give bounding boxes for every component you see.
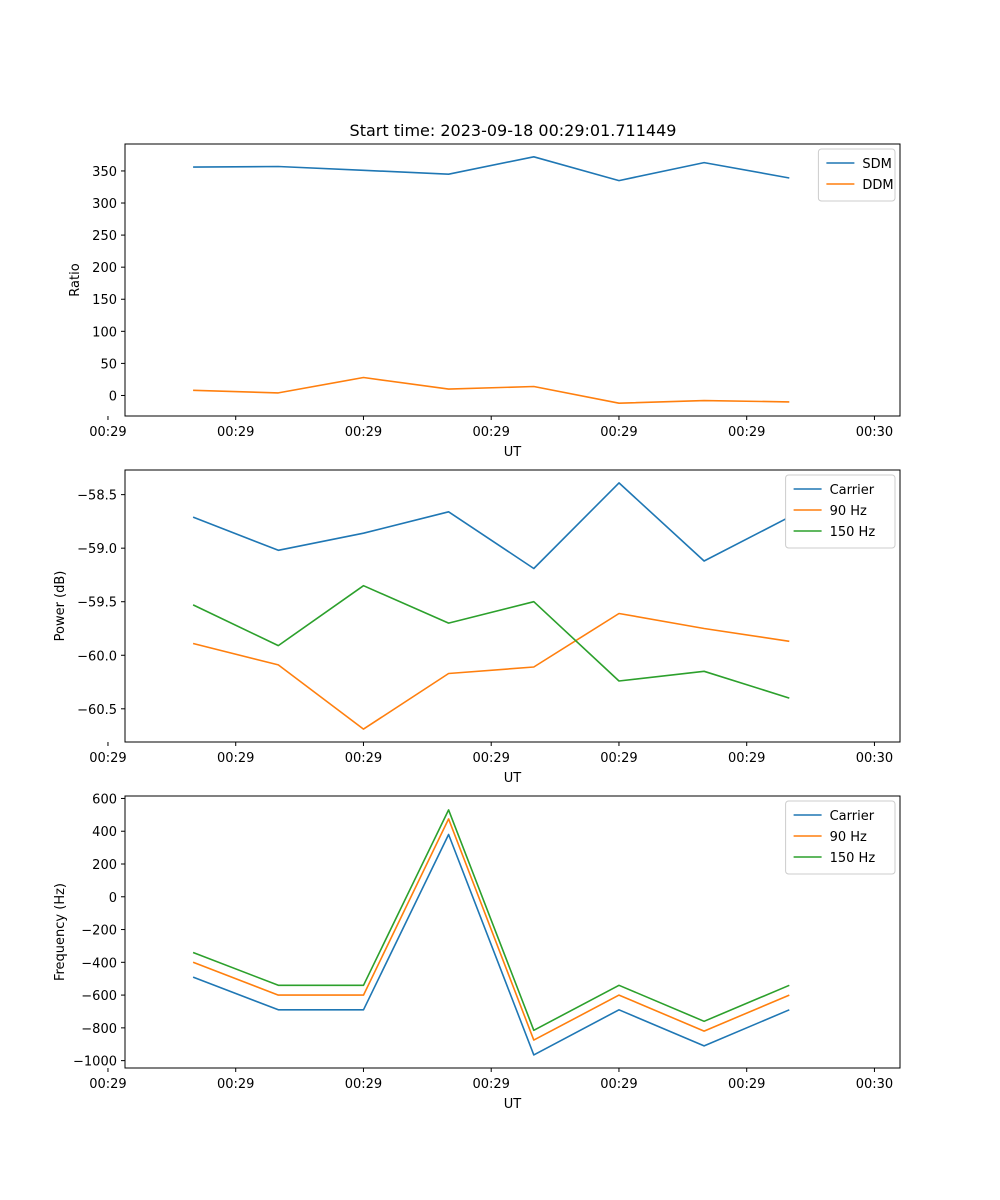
ratio-x-axis-title: UT [504,445,522,460]
y-tick-label: 350 [92,165,117,180]
x-tick-label: 00:30 [856,1077,893,1092]
y-tick-label: 0 [109,891,117,906]
y-tick-label: −800 [81,1022,117,1037]
frequency-series-90-hz-line [192,818,790,1041]
y-tick-label: 400 [92,825,117,840]
y-tick-label: 200 [92,261,117,276]
x-tick-label: 00:29 [600,751,637,766]
power-y-axis-title: Power (dB) [53,571,68,642]
x-tick-label: 00:29 [217,751,254,766]
y-tick-label: −1000 [73,1055,117,1070]
x-tick-label: 00:29 [600,1077,637,1092]
x-tick-label: 00:29 [217,1077,254,1092]
x-tick-label: 00:29 [472,751,509,766]
x-tick-label: 00:29 [89,751,126,766]
frequency-axes-frame [124,795,901,1069]
legend-box [785,474,896,549]
power-series-150-hz-line [192,584,790,699]
x-tick-label: 00:29 [472,425,509,440]
power-legend: Carrier 90 Hz 150 Hz [785,474,896,549]
legend-label: DDM [862,178,893,193]
legend-box [785,800,896,875]
legend-label: 90 Hz [830,830,867,845]
ratio-panel: 00:29 00:29 00:29 00:29 00:29 00:29 00:30 0 50 10… [68,143,901,460]
power-panel: 00:29 00:29 00:29 00:29 00:29 00:29 00:30 −60.5… [53,469,901,786]
power-x-axis-title: UT [504,771,522,786]
frequency-series-carrier-line [192,833,790,1056]
y-tick-label: −60.5 [77,703,117,718]
legend-label: Carrier [830,483,875,498]
frequency-panel: 00:29 00:29 00:29 00:29 00:29 00:29 00:30 −1000… [53,792,901,1112]
x-tick-label: 00:29 [728,1077,765,1092]
y-tick-label: 200 [92,858,117,873]
legend-label: 90 Hz [830,504,867,519]
legend-box [817,148,896,202]
ratio-y-axis-title: Ratio [68,263,83,296]
y-tick-label: −600 [81,989,117,1004]
y-tick-label: 600 [92,792,117,807]
x-tick-label: 00:29 [345,751,382,766]
y-tick-label: −400 [81,956,117,971]
legend-label: 150 Hz [830,525,876,540]
x-tick-label: 00:29 [728,751,765,766]
frequency-series-150-hz-line [192,809,790,1032]
y-tick-label: 150 [92,293,117,308]
power-series-carrier-line [192,482,790,570]
y-tick-label: −58.5 [77,489,117,504]
ratio-series-ddm-line [193,376,790,404]
x-tick-label: 00:29 [89,425,126,440]
y-tick-label: −59.0 [77,542,117,557]
y-tick-label: 250 [92,229,117,244]
x-tick-label: 00:29 [472,1077,509,1092]
x-tick-label: 00:29 [728,425,765,440]
frequency-x-axis-title: UT [504,1097,522,1112]
ratio-legend: SDM DDM [817,148,896,202]
y-tick-label: 100 [92,325,117,340]
x-tick-label: 00:29 [345,1077,382,1092]
x-tick-label: 00:29 [89,1077,126,1092]
x-tick-label: 00:29 [600,425,637,440]
frequency-legend: Carrier 90 Hz 150 Hz [785,800,896,875]
x-tick-label: 00:29 [217,425,254,440]
power-axes-frame [124,469,901,743]
y-tick-label: −59.5 [77,596,117,611]
y-tick-label: 50 [100,357,117,372]
legend-label: Carrier [830,809,875,824]
legend-label: SDM [862,157,891,172]
y-tick-label: −60.0 [77,649,117,664]
y-tick-label: 300 [92,197,117,212]
frequency-y-axis-title: Frequency (Hz) [53,883,68,981]
chart-title: Start time: 2023-09-18 00:29:01.711449 [350,121,677,140]
power-series-90-hz-line [192,612,790,730]
ratio-axes-frame [124,143,901,417]
legend-label: 150 Hz [830,851,876,866]
y-tick-label: 0 [109,389,117,404]
ratio-series-sdm-line [193,156,790,182]
x-tick-label: 00:30 [856,425,893,440]
x-tick-label: 00:29 [345,425,382,440]
y-tick-label: −200 [81,924,117,939]
x-tick-label: 00:30 [856,751,893,766]
